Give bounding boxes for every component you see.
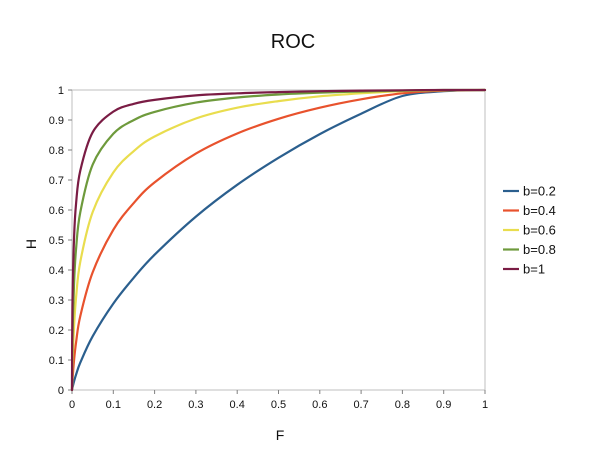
y-tick-label: 0.2: [49, 325, 64, 337]
chart-title: ROC: [271, 31, 315, 53]
x-tick-label: 1: [482, 399, 488, 411]
x-tick-label: 0.2: [147, 399, 162, 411]
x-tick-label: 0.1: [106, 399, 121, 411]
y-tick-label: 0.8: [49, 145, 64, 157]
y-tick-label: 0.7: [49, 175, 64, 187]
legend-label: b=1: [523, 262, 545, 277]
y-tick-label: 0.5: [49, 235, 64, 247]
x-tick-label: 0.4: [230, 399, 245, 411]
legend-label: b=0.6: [523, 223, 556, 238]
x-tick-label: 0.8: [395, 399, 410, 411]
plot-area: [71, 89, 486, 391]
x-tick-label: 0.6: [312, 399, 327, 411]
series-line-2: [70, 88, 487, 392]
x-tick-label: 0.3: [188, 399, 203, 411]
legend-label: b=0.8: [523, 242, 556, 257]
x-axis-label: F: [276, 427, 285, 443]
legend-label: b=0.2: [523, 184, 556, 199]
y-tick-label: 0: [58, 385, 64, 397]
y-tick-label: 0.1: [49, 355, 64, 367]
y-tick-label: 1: [58, 85, 64, 97]
series-line-5: [70, 88, 487, 392]
x-tick-label: 0: [69, 399, 75, 411]
legend: b=0.2 b=0.4 b=0.6 b=0.8 b=1: [503, 184, 556, 277]
x-tick-label: 0.7: [353, 399, 368, 411]
y-axis: 0 0.1 0.2 0.3 0.4 0.5 0.6 0.7 0.8 0.9 1: [49, 85, 72, 397]
x-axis: 0 0.1 0.2 0.3 0.4 0.5 0.6 0.7 0.8 0.9 1: [69, 390, 488, 411]
y-axis-label: H: [23, 239, 39, 249]
legend-label: b=0.4: [523, 203, 556, 218]
x-tick-label: 0.9: [436, 399, 451, 411]
series-line-1: [70, 88, 487, 392]
y-tick-label: 0.6: [49, 205, 64, 217]
series-line-3: [70, 88, 487, 392]
series-lines: [70, 88, 487, 392]
y-tick-label: 0.3: [49, 295, 64, 307]
y-tick-label: 0.9: [49, 115, 64, 127]
x-tick-label: 0.5: [271, 399, 286, 411]
y-tick-label: 0.4: [49, 265, 64, 277]
